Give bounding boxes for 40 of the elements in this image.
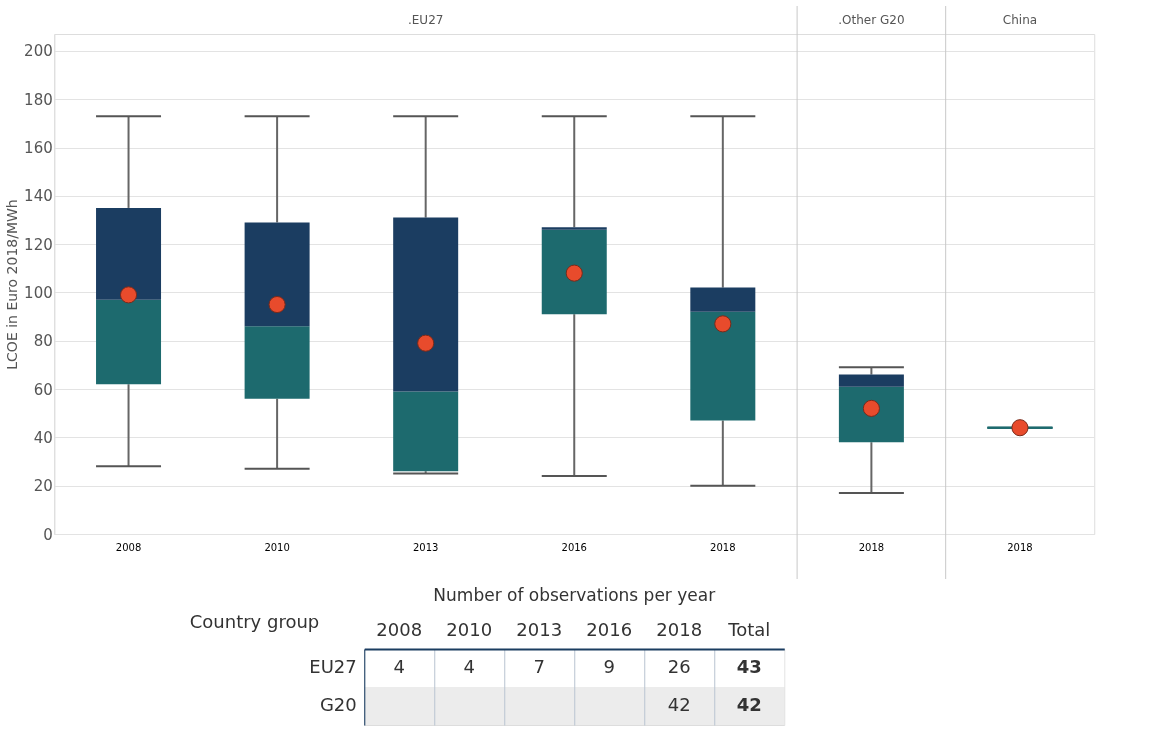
y-tick-label: 200 <box>24 42 53 61</box>
y-tick-label: 160 <box>24 139 53 158</box>
data-label: 7 <box>533 656 545 677</box>
y-tick-label: 0 <box>43 525 53 544</box>
x-tick-label: 2013 <box>412 541 439 553</box>
x-tick-label: Total <box>727 618 771 640</box>
y-tick-label: 180 <box>24 90 53 109</box>
x-tick-label: 2008 <box>115 541 142 553</box>
x-tick-label: 2018 <box>858 541 885 553</box>
y-tick-label: 80 <box>33 332 53 351</box>
y-tick-label: 120 <box>24 235 53 254</box>
data-label: 9 <box>603 656 615 677</box>
y-tick-label: EU27 <box>309 656 357 677</box>
y-tick-label: G20 <box>319 694 357 715</box>
x-tick-label: 2008 <box>376 618 423 640</box>
x-tick-label: 2016 <box>586 618 633 640</box>
data-label: 43 <box>736 656 762 677</box>
y-axis-title: LCOE in Euro 2018/MWh <box>4 199 21 370</box>
text: China <box>1002 13 1038 27</box>
x-tick-label: 2018 <box>1007 541 1033 553</box>
data-label: 42 <box>736 694 762 715</box>
data-label: 4 <box>393 656 405 677</box>
y-tick-label: 60 <box>33 380 53 399</box>
data-label: 4 <box>463 656 475 677</box>
y-tick-label: 100 <box>24 283 53 302</box>
text: .Other G20 <box>838 13 905 27</box>
y-tick-label: 40 <box>33 428 53 447</box>
x-tick-label: 2016 <box>561 541 587 553</box>
x-tick-label: 2010 <box>446 618 493 640</box>
y-axis-title: Country group <box>189 610 320 632</box>
y-tick-label: 140 <box>24 187 53 206</box>
chart-title: Number of observations per year <box>433 585 716 605</box>
data-label: 42 <box>667 694 691 715</box>
text: .EU27 <box>407 13 444 27</box>
data-label: 26 <box>667 656 691 677</box>
x-tick-label: 2018 <box>710 541 736 553</box>
y-tick-label: 20 <box>33 477 53 496</box>
x-tick-label: 2018 <box>656 618 703 640</box>
x-tick-label: 2013 <box>516 618 563 640</box>
x-tick-label: 2010 <box>264 541 290 553</box>
